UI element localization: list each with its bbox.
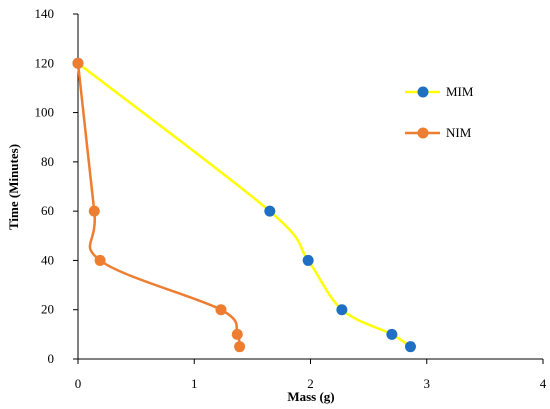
data-point-nim xyxy=(215,304,227,316)
x-tick-label: 4 xyxy=(540,376,547,391)
data-point-mim xyxy=(404,341,416,353)
y-tick-label: 40 xyxy=(41,252,54,267)
data-point-nim xyxy=(72,57,84,69)
legend-marker-mim xyxy=(417,86,429,98)
y-tick-label: 120 xyxy=(35,55,55,70)
series-layer xyxy=(72,57,416,353)
series-line-nim xyxy=(76,63,241,347)
y-tick-label: 60 xyxy=(41,203,54,218)
data-point-mim xyxy=(302,254,314,266)
y-ticks: 0 20 40 60 80 100 120 140 xyxy=(35,6,78,366)
axes xyxy=(77,14,543,360)
y-tick-label: 100 xyxy=(35,105,55,120)
legend-label-mim: MIM xyxy=(446,84,474,99)
y-tick-label: 80 xyxy=(41,154,54,169)
x-ticks: 0 1 2 3 4 xyxy=(75,359,547,391)
x-tick-label: 2 xyxy=(307,376,314,391)
y-tick-label: 20 xyxy=(41,302,54,317)
x-tick-label: 3 xyxy=(424,376,431,391)
legend-label-nim: NIM xyxy=(446,125,472,140)
data-point-mim xyxy=(336,304,348,316)
x-axis-title: Mass (g) xyxy=(287,389,334,404)
data-point-mim xyxy=(386,328,398,340)
data-point-nim xyxy=(231,328,243,340)
legend-marker-nim xyxy=(417,127,429,139)
data-point-nim xyxy=(88,205,100,217)
y-tick-label: 0 xyxy=(48,351,55,366)
data-point-nim xyxy=(94,254,106,266)
legend: MIM NIM xyxy=(405,84,474,140)
x-tick-label: 1 xyxy=(191,376,198,391)
y-tick-label: 140 xyxy=(35,6,55,21)
series-line-mim xyxy=(77,62,412,348)
x-tick-label: 0 xyxy=(75,376,82,391)
data-point-mim xyxy=(264,205,276,217)
data-point-nim xyxy=(234,341,246,353)
y-axis-title: Time (Minutes) xyxy=(6,144,21,230)
